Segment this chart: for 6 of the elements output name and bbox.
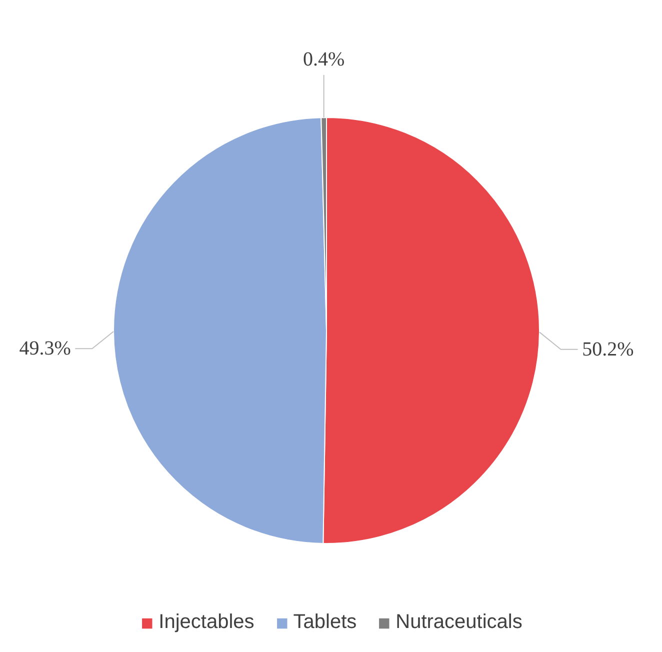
data-label: 0.4%: [302, 48, 345, 71]
legend-label: Tablets: [293, 611, 357, 634]
legend-label: Nutraceuticals: [396, 611, 522, 634]
data-label: 49.3%: [19, 338, 71, 360]
data-label: 50.2%: [582, 338, 634, 360]
legend-label: Injectables: [158, 611, 254, 634]
